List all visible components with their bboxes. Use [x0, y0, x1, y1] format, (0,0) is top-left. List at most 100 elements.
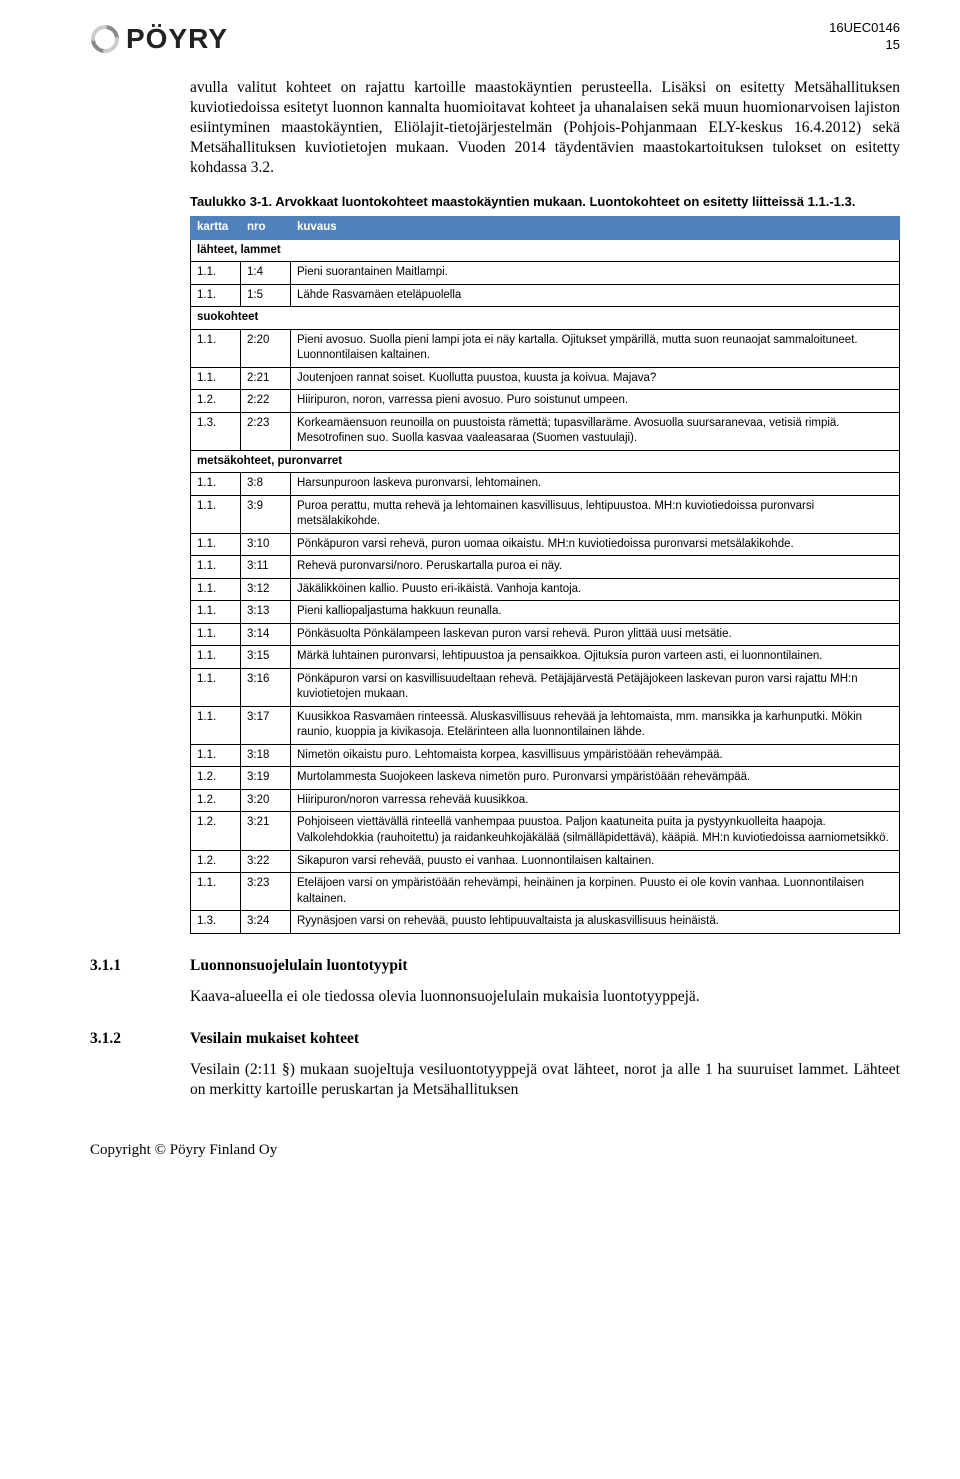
- table-cell: Lähde Rasvamäen eteläpuolella: [291, 284, 900, 307]
- table-row: 1.1.2:20Pieni avosuo. Suolla pieni lampi…: [191, 329, 900, 367]
- table-cell: Pönkäpuron varsi rehevä, puron uomaa oik…: [291, 533, 900, 556]
- table-cell: 1.1.: [191, 533, 241, 556]
- table-header-row: kartta nro kuvaus: [191, 217, 900, 240]
- section-311-num: 3.1.1: [90, 956, 190, 977]
- table-section-title: lähteet, lammet: [191, 239, 900, 262]
- table-cell: 1.1.: [191, 601, 241, 624]
- section-312-heading: 3.1.2Vesilain mukaiset kohteet: [90, 1029, 900, 1050]
- section-311-heading: 3.1.1Luonnonsuojelulain luontotyypit: [90, 956, 900, 977]
- section-312-body: Vesilain (2:11 §) mukaan suojeltuja vesi…: [190, 1060, 900, 1100]
- table-cell: Murtolammesta Suojokeen laskeva nimetön …: [291, 767, 900, 790]
- table-cell: 3:17: [241, 706, 291, 744]
- table-cell: 1.2.: [191, 767, 241, 790]
- table-cell: 1.2.: [191, 390, 241, 413]
- table-cell: 3:18: [241, 744, 291, 767]
- luontokohteet-table: kartta nro kuvaus lähteet, lammet1.1.1:4…: [190, 216, 900, 934]
- table-cell: 1.1.: [191, 744, 241, 767]
- intro-paragraph: avulla valitut kohteet on rajattu kartoi…: [190, 78, 900, 179]
- table-cell: 3:22: [241, 850, 291, 873]
- table-cell: Pönkäpuron varsi on kasvillisuudeltaan r…: [291, 668, 900, 706]
- table-cell: Rehevä puronvarsi/noro. Peruskartalla pu…: [291, 556, 900, 579]
- table-cell: 1.1.: [191, 367, 241, 390]
- table-row: 1.2.3:21Pohjoiseen viettävällä rinteellä…: [191, 812, 900, 850]
- table-cell: 1.2.: [191, 789, 241, 812]
- table-row: 1.1.3:11Rehevä puronvarsi/noro. Peruskar…: [191, 556, 900, 579]
- page-header: PÖYRY 16UEC0146 15: [90, 20, 900, 58]
- table-cell: 1:5: [241, 284, 291, 307]
- table-cell: 3:16: [241, 668, 291, 706]
- doc-reference: 16UEC0146 15: [829, 20, 900, 54]
- col-nro: nro: [241, 217, 291, 240]
- copyright-footer: Copyright © Pöyry Finland Oy: [90, 1140, 900, 1160]
- table-cell: 1.2.: [191, 812, 241, 850]
- logo-icon: [90, 24, 120, 54]
- table-row: 1.1.3:10Pönkäpuron varsi rehevä, puron u…: [191, 533, 900, 556]
- table-row: 1.2.2:22Hiiripuron, noron, varressa pien…: [191, 390, 900, 413]
- table-cell: 3:10: [241, 533, 291, 556]
- logo: PÖYRY: [90, 20, 228, 58]
- table-cell: Joutenjoen rannat soiset. Kuollutta puus…: [291, 367, 900, 390]
- table-row: 1.1.3:16Pönkäpuron varsi on kasvillisuud…: [191, 668, 900, 706]
- table-cell: 2:21: [241, 367, 291, 390]
- table-row: 1.1.2:21Joutenjoen rannat soiset. Kuollu…: [191, 367, 900, 390]
- table-cell: 3:23: [241, 873, 291, 911]
- table-cell: 3:11: [241, 556, 291, 579]
- table-row: 1.1.3:13Pieni kalliopaljastuma hakkuun r…: [191, 601, 900, 624]
- table-cell: Märkä luhtainen puronvarsi, lehtipuustoa…: [291, 646, 900, 669]
- table-cell: 1.1.: [191, 646, 241, 669]
- doc-ref-code: 16UEC0146: [829, 20, 900, 37]
- table-row: 1.2.3:20Hiiripuron/noron varressa rehevä…: [191, 789, 900, 812]
- table-cell: 1.1.: [191, 284, 241, 307]
- page-number: 15: [829, 37, 900, 54]
- table-cell: Puroa perattu, mutta rehevä ja lehtomain…: [291, 495, 900, 533]
- table-cell: 1.3.: [191, 911, 241, 934]
- table-cell: 3:15: [241, 646, 291, 669]
- table-section-title: suokohteet: [191, 307, 900, 330]
- section-312-title: Vesilain mukaiset kohteet: [190, 1030, 359, 1047]
- table-row: 1.1.1:4Pieni suorantainen Maitlampi.: [191, 262, 900, 285]
- table-cell: Pieni kalliopaljastuma hakkuun reunalla.: [291, 601, 900, 624]
- table-cell: 3:14: [241, 623, 291, 646]
- table-cell: 3:20: [241, 789, 291, 812]
- table-cell: 1.1.: [191, 473, 241, 496]
- col-kuvaus: kuvaus: [291, 217, 900, 240]
- table-row: 1.2.3:19Murtolammesta Suojokeen laskeva …: [191, 767, 900, 790]
- logo-text: PÖYRY: [126, 20, 228, 58]
- table-cell: Kuusikkoa Rasvamäen rinteessä. Aluskasvi…: [291, 706, 900, 744]
- table-cell: 1.1.: [191, 668, 241, 706]
- table-cell: 2:23: [241, 412, 291, 450]
- table-cell: Hiiripuron/noron varressa rehevää kuusik…: [291, 789, 900, 812]
- table-cell: Sikapuron varsi rehevää, puusto ei vanha…: [291, 850, 900, 873]
- table-cell: 1.1.: [191, 495, 241, 533]
- table-row: 1.1.3:9Puroa perattu, mutta rehevä ja le…: [191, 495, 900, 533]
- section-311-title: Luonnonsuojelulain luontotyypit: [190, 957, 408, 974]
- table-cell: 1.1.: [191, 262, 241, 285]
- table-cell: Korkeamäensuon reunoilla on puustoista r…: [291, 412, 900, 450]
- table-row: 1.2.3:22Sikapuron varsi rehevää, puusto …: [191, 850, 900, 873]
- table-cell: 1.1.: [191, 706, 241, 744]
- table-section-title: metsäkohteet, puronvarret: [191, 450, 900, 473]
- table-row: 1.1.3:23Eteläjoen varsi on ympäristöään …: [191, 873, 900, 911]
- table-row: 1.1.1:5Lähde Rasvamäen eteläpuolella: [191, 284, 900, 307]
- table-cell: 3:12: [241, 578, 291, 601]
- table-cell: 1.1.: [191, 623, 241, 646]
- table-cell: 1.1.: [191, 556, 241, 579]
- table-cell: Ryynäsjoen varsi on rehevää, puusto leht…: [291, 911, 900, 934]
- table-cell: 3:8: [241, 473, 291, 496]
- table-cell: 1.1.: [191, 578, 241, 601]
- table-cell: Pieni avosuo. Suolla pieni lampi jota ei…: [291, 329, 900, 367]
- table-cell: 1.1.: [191, 873, 241, 911]
- section-312-num: 3.1.2: [90, 1029, 190, 1050]
- table-cell: 3:13: [241, 601, 291, 624]
- table-cell: 3:21: [241, 812, 291, 850]
- table-row: 1.1.3:14Pönkäsuolta Pönkälampeen laskeva…: [191, 623, 900, 646]
- table-row: 1.1.3:18Nimetön oikaistu puro. Lehtomais…: [191, 744, 900, 767]
- table-cell: 1.1.: [191, 329, 241, 367]
- table-cell: 1:4: [241, 262, 291, 285]
- col-kartta: kartta: [191, 217, 241, 240]
- table-row: 1.1.3:8Harsunpuroon laskeva puronvarsi, …: [191, 473, 900, 496]
- table-cell: 1.2.: [191, 850, 241, 873]
- table-cell: Jäkälikköinen kallio. Puusto eri-ikäistä…: [291, 578, 900, 601]
- table-cell: Hiiripuron, noron, varressa pieni avosuo…: [291, 390, 900, 413]
- table-cell: Harsunpuroon laskeva puronvarsi, lehtoma…: [291, 473, 900, 496]
